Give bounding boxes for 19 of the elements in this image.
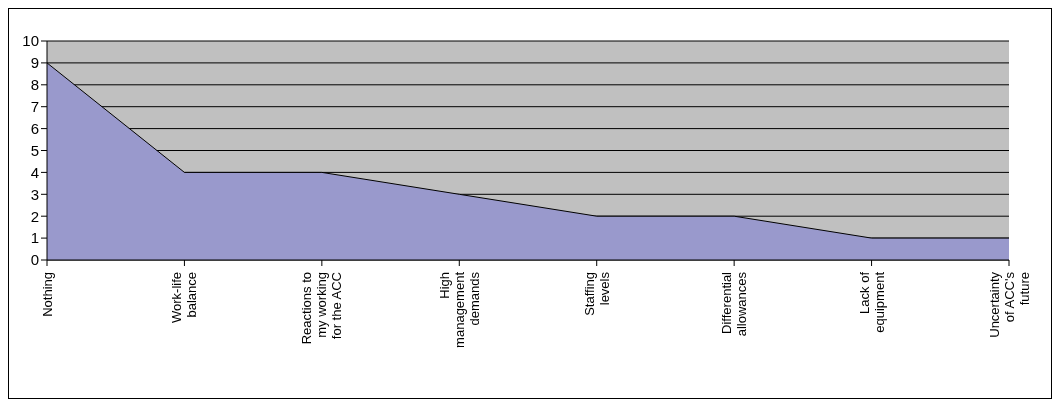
y-tick-label: 6 (30, 119, 39, 137)
y-tick-label: 3 (30, 185, 39, 203)
y-tick-label: 7 (30, 98, 39, 116)
x-tick-label: Staffing levels (581, 271, 612, 316)
x-tick-label: High management demands (436, 271, 482, 348)
x-tick-label: Work-life balance (169, 272, 200, 324)
x-tick-label: Uncertainty of ACC's future (986, 271, 1032, 338)
y-tick-label: 1 (30, 229, 39, 247)
x-tick-label: Lack of equipment (856, 271, 887, 333)
y-tick-label: 10 (22, 32, 39, 50)
x-tick-label: Nothing (39, 272, 55, 317)
x-tick-label: Differential allowances (719, 271, 750, 337)
y-tick-label: 0 (30, 251, 39, 269)
y-tick-label: 5 (30, 141, 39, 159)
y-tick-label: 4 (30, 163, 39, 181)
x-tick-label: Reactions to my working for the ACC (299, 272, 345, 345)
y-tick-label: 9 (30, 54, 39, 72)
y-tick-label: 8 (30, 76, 39, 94)
y-tick-label: 2 (30, 207, 39, 225)
